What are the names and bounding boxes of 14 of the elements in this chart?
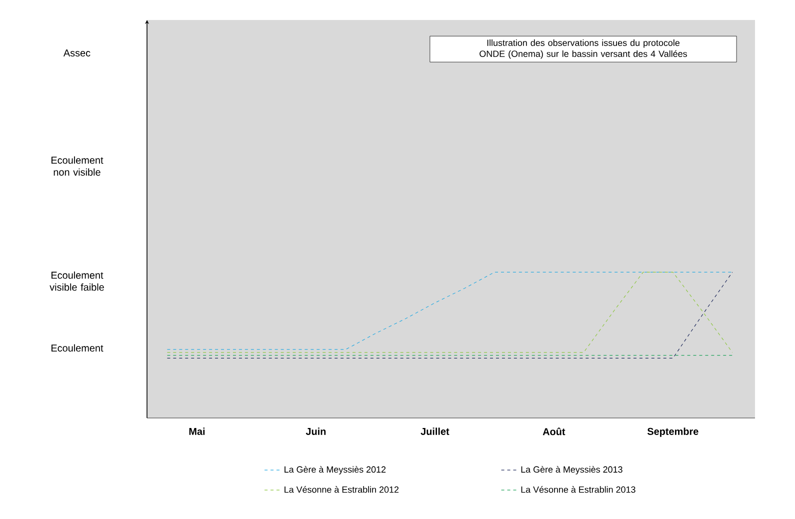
x-tick-label: Août: [542, 428, 566, 436]
x-tick-label: Septembre: [647, 428, 698, 437]
legend-label: La Gère à Meyssiès 2013: [521, 466, 622, 474]
legend-label: La Vésonne à Estrablin 2012: [284, 486, 399, 493]
text: Ecoulement: [52, 344, 104, 352]
x-tick-label: Juillet: [420, 428, 450, 435]
text: Ecoulement non visible: [52, 156, 104, 176]
text: Ecoulement visible faible: [50, 271, 104, 291]
x-tick-label: Mai: [189, 428, 205, 435]
text: Assec: [63, 50, 90, 56]
text: Illustration des observations issues du protocole ONDE (Onema) sur le bassin versant des 4 Vallées: [480, 39, 687, 59]
legend-label: La Gère à Meyssiès 2012: [284, 466, 386, 474]
legend-label: La Vésonne à Estrablin 2013: [521, 486, 636, 493]
x-tick-label: Juin: [306, 428, 326, 435]
